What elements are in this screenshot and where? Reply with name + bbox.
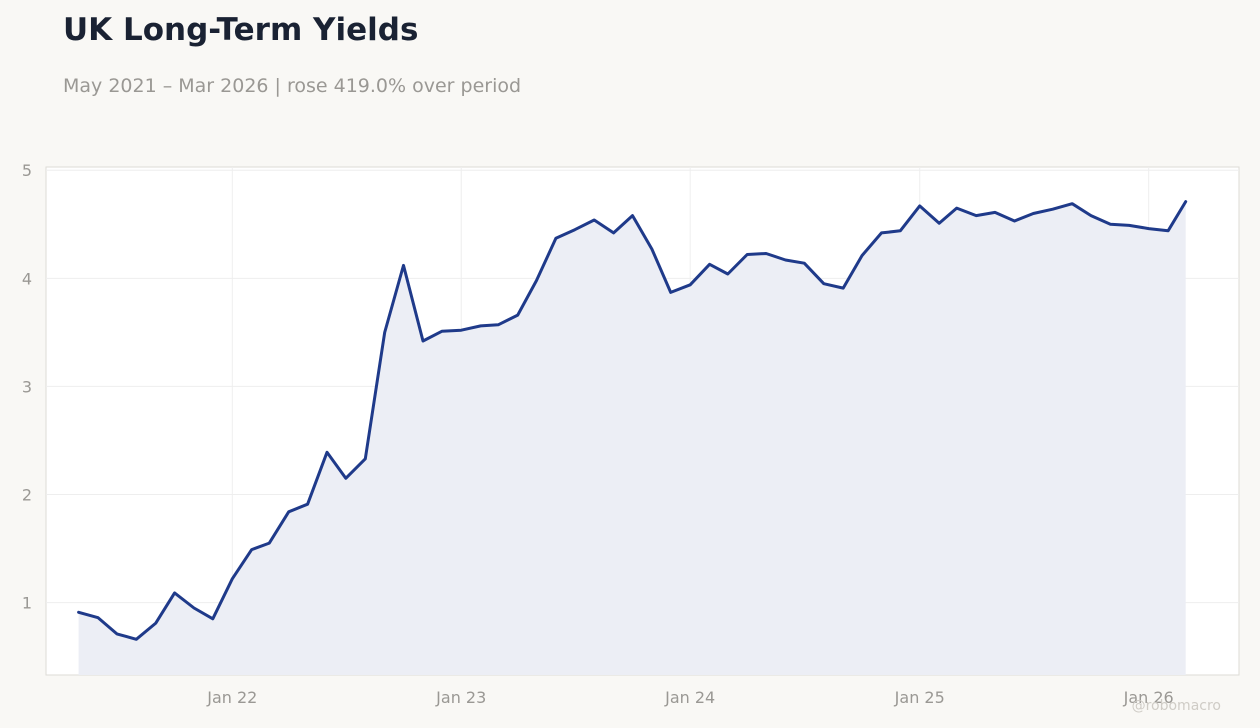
x-tick-label: Jan 23 [435, 688, 486, 707]
x-tick-label: Jan 26 [1123, 688, 1174, 707]
data-points [78, 201, 1186, 640]
x-tick-label: Jan 25 [894, 688, 945, 707]
y-tick-label: 3 [22, 377, 32, 396]
x-axis-ticks: Jan 22 Jan 23 Jan 24 Jan 25 Jan 26 [206, 688, 1173, 707]
chart-subtitle: May 2021 – Mar 2026 | rose 419.0% over p… [63, 75, 522, 97]
y-tick-label: 2 [22, 485, 32, 504]
y-tick-label: 5 [22, 161, 32, 180]
area-fill [78, 201, 1186, 675]
y-tick-label: 4 [22, 269, 32, 288]
y-tick-label: 1 [22, 594, 32, 613]
x-tick-label: Jan 24 [664, 688, 715, 707]
area-fill-layer [78, 201, 1186, 675]
watermark: @robomacro [1132, 698, 1221, 714]
y-axis-ticks: 1 2 3 4 5 [22, 161, 32, 612]
chart-title: UK Long-Term Yields [63, 12, 419, 48]
x-tick-label: Jan 22 [206, 688, 257, 707]
